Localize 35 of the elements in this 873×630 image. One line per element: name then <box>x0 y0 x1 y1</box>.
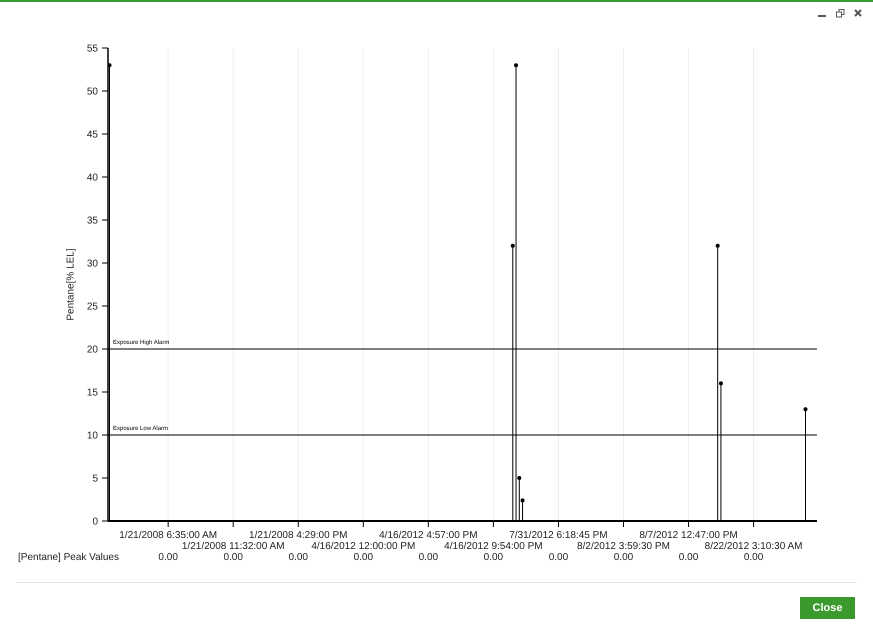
y-tick-label: 0 <box>92 516 98 528</box>
y-tick-label: 30 <box>86 258 98 270</box>
text: 0.00 <box>288 552 309 563</box>
y-tick-label: 10 <box>86 430 98 442</box>
text: 0.00 <box>548 552 570 563</box>
text: 0.00 <box>222 552 244 563</box>
text: 0.00 <box>678 552 700 563</box>
text: 0.00 <box>742 552 764 563</box>
y-tick-label: 15 <box>86 388 98 398</box>
x-tick-label: 4/16/2012 12:00:00 PM <box>311 541 416 552</box>
x-tick-label: 8/2/2012 3:59:30 PM <box>577 541 670 552</box>
y-tick-label: 45 <box>86 130 98 140</box>
x-tick-label: 1/21/2008 11:32:00 AM <box>182 541 285 552</box>
text: [Pentane] Peak Values <box>18 552 119 563</box>
y-tick-label: 5 <box>92 474 98 484</box>
x-tick-label: 7/31/2012 6:18:45 PM <box>509 530 608 541</box>
y-tick-label: 20 <box>86 344 98 356</box>
text: 0.00 <box>482 552 504 563</box>
y-tick-label: 55 <box>86 44 98 54</box>
x-tick-label: 4/16/2012 9:54:00 PM <box>444 541 543 552</box>
text: 0.00 <box>612 552 634 563</box>
text: 0.00 <box>418 552 440 563</box>
y-tick-label: 40 <box>86 172 98 184</box>
x-tick-label: 8/7/2012 12:47:00 PM <box>639 530 738 541</box>
x-tick-label: 1/21/2008 4:29:00 PM <box>249 530 348 541</box>
y-tick-label: 50 <box>86 86 98 98</box>
text: Close <box>800 597 855 619</box>
text: 0.00 <box>352 552 374 563</box>
text: 0.00 <box>157 552 179 563</box>
x-tick-label: 8/22/2012 3:10:30 AM <box>704 541 803 552</box>
x-tick-label: 4/16/2012 4:57:00 PM <box>379 530 478 541</box>
y-tick-label: 25 <box>86 302 98 312</box>
y-axis-title: Pentane[% LEL] <box>66 248 77 321</box>
x-tick-label: 1/21/2008 6:35:00 AM <box>119 530 218 541</box>
y-tick-label: 35 <box>86 216 98 226</box>
